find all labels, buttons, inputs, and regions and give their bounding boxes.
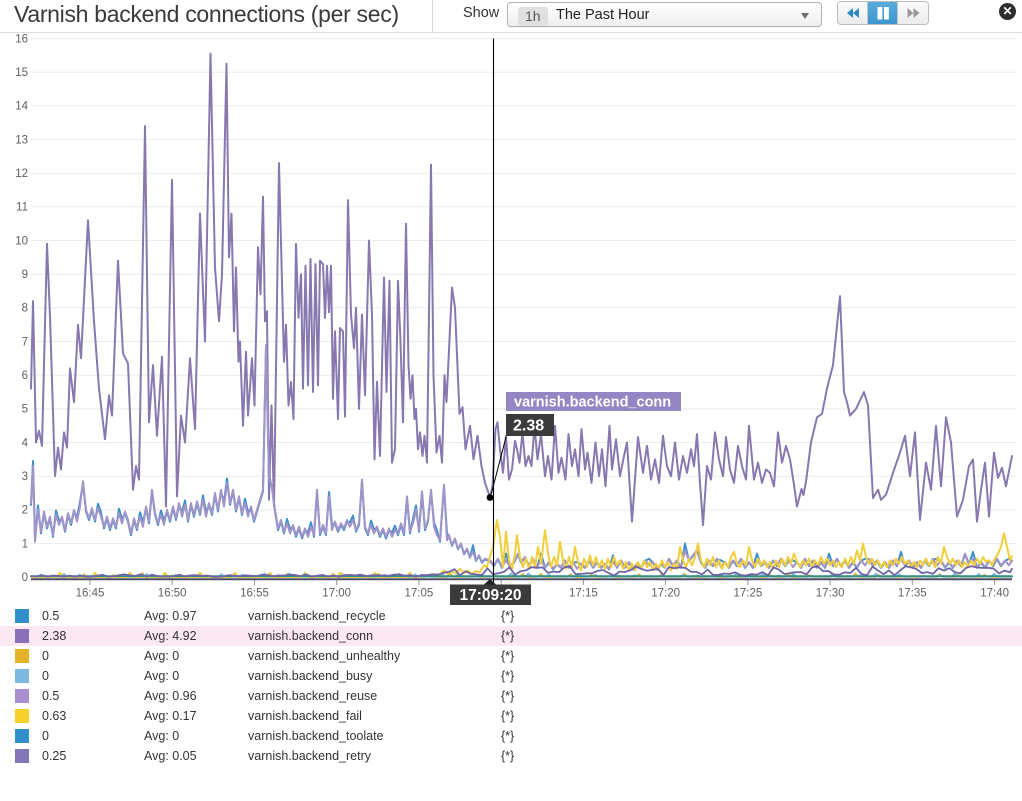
svg-text:16:45: 16:45 [76,588,105,600]
svg-text:3: 3 [22,471,28,483]
svg-text:16: 16 [15,33,28,45]
svg-text:2.38: 2.38 [513,418,544,435]
svg-text:17:30: 17:30 [816,588,845,600]
svg-text:17:40: 17:40 [980,588,1009,600]
svg-text:17:20: 17:20 [651,588,680,600]
svg-text:9: 9 [22,269,28,281]
svg-text:7: 7 [22,336,28,348]
svg-text:17:05: 17:05 [405,588,434,600]
svg-text:17:15: 17:15 [569,588,598,600]
svg-text:17:35: 17:35 [898,588,927,600]
svg-text:17:25: 17:25 [734,588,763,600]
svg-text:10: 10 [15,235,28,247]
svg-text:11: 11 [16,202,28,214]
svg-text:14: 14 [15,101,28,113]
svg-text:13: 13 [15,134,28,146]
svg-text:15: 15 [15,67,28,79]
svg-text:1: 1 [22,538,28,550]
svg-text:8: 8 [22,303,28,315]
svg-text:6: 6 [22,370,28,382]
svg-text:varnish.backend_conn: varnish.backend_conn [514,395,671,411]
svg-text:16:55: 16:55 [240,588,269,600]
svg-text:17:00: 17:00 [322,588,351,600]
svg-text:5: 5 [22,404,28,416]
svg-text:16:50: 16:50 [158,588,187,600]
svg-text:17:09:20: 17:09:20 [459,587,521,604]
svg-text:2: 2 [22,505,28,517]
svg-text:12: 12 [15,168,28,180]
svg-text:4: 4 [22,437,29,449]
svg-text:0: 0 [22,572,28,584]
